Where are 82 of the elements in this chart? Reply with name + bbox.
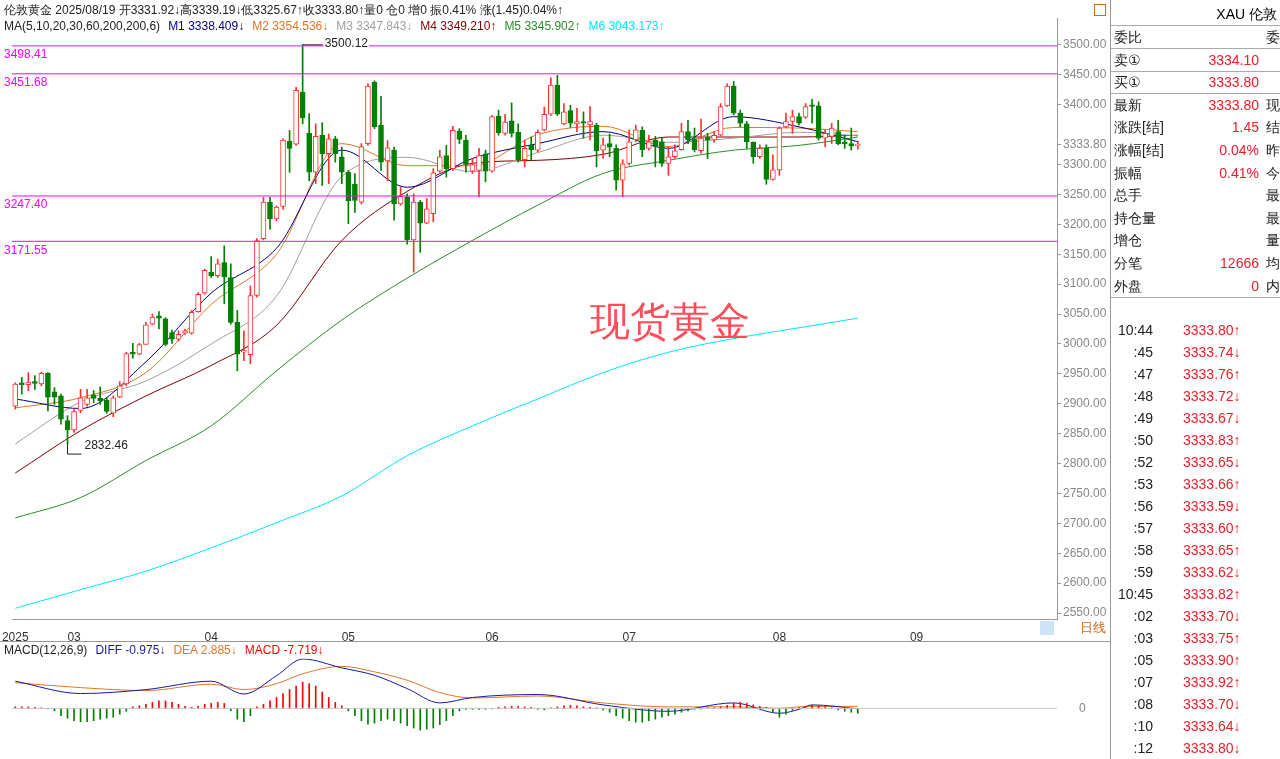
text: :58 3333.65↑ xyxy=(1133,542,1241,558)
text: 最新 3333.80 现 xyxy=(1114,96,1280,113)
x-tick-label: 03 xyxy=(67,629,82,644)
legend-title: MA(5,10,20,30,60,200,200,6) xyxy=(4,19,161,33)
text: M6 3043.173↑ xyxy=(588,19,665,33)
text: 外盘 0 内 xyxy=(1114,277,1280,294)
x-tick-label: 09 xyxy=(909,629,924,644)
y-tick-label: 2800.00 xyxy=(1063,455,1107,470)
text: M4 3349.210↑ xyxy=(420,19,497,33)
text: 振幅 0.41% 今 xyxy=(1114,164,1280,181)
text: 总手 最 xyxy=(1114,187,1280,204)
annotation: 现货黄金 xyxy=(590,297,751,344)
text: :47 3333.76↑ xyxy=(1133,366,1241,382)
text: :08 3333.70↓ xyxy=(1133,696,1241,712)
text: 0 xyxy=(1079,700,1086,715)
y-tick-label: 2850.00 xyxy=(1063,425,1107,440)
text: 买① 3333.80 xyxy=(1114,74,1259,91)
text: 增仓 量 xyxy=(1114,232,1280,249)
text: :52 3333.65↓ xyxy=(1133,454,1241,470)
text: :50 3333.83↑ xyxy=(1133,432,1241,448)
x-tick-label: 04 xyxy=(204,629,219,644)
ref-line-label: 3498.41 xyxy=(4,47,48,62)
y-tick-label: 2650.00 xyxy=(1063,545,1107,560)
y-tick-label: 2750.00 xyxy=(1063,485,1107,500)
text: 分笔 12666 均 xyxy=(1114,255,1280,271)
x-tick-label: 2025 xyxy=(1,629,29,644)
text: M2 3354.536↓ xyxy=(252,19,329,33)
x-tick-label: 06 xyxy=(485,629,500,644)
text: :57 3333.60↑ xyxy=(1133,520,1241,536)
text: :10 3333.64↓ xyxy=(1133,718,1241,734)
text: DEA 2.885↓ xyxy=(173,643,237,657)
chart-title: 伦敦黄金 2025/08/19 开3331.92↓高3339.19↓低3325.67↑收3333.80↑量0 仓0 增0 振0.41% 涨(1.45)0.04%↑ xyxy=(4,2,563,19)
y-tick-label: 2700.00 xyxy=(1063,515,1107,530)
text: :07 3333.92↑ xyxy=(1133,674,1241,690)
y-tick-label: 2900.00 xyxy=(1063,396,1107,411)
text: :12 3333.80↓ xyxy=(1133,740,1241,756)
text: 10:45 3333.82↑ xyxy=(1117,586,1241,602)
ref-line-label: 3171.55 xyxy=(4,242,48,257)
text: DIFF -0.975↓ xyxy=(95,643,166,657)
y-tick-label: 3150.00 xyxy=(1063,246,1107,261)
text: 卖① 3334.10 xyxy=(1114,51,1259,68)
text: :53 3333.66↑ xyxy=(1133,476,1241,492)
y-tick-label: 3250.00 xyxy=(1063,186,1107,201)
text: 10:44 3333.80↑ xyxy=(1117,322,1241,338)
y-tick-label: 3500.00 xyxy=(1063,37,1107,52)
text: M1 3338.409↓ xyxy=(168,19,245,33)
y-tick-label: 3000.00 xyxy=(1063,336,1107,351)
x-tick-label: 08 xyxy=(772,629,787,644)
y-tick-label: 3200.00 xyxy=(1063,216,1107,231)
x-tick-label: 07 xyxy=(622,629,637,644)
x-tick-label: 05 xyxy=(341,629,356,644)
text: 日线 xyxy=(1080,619,1106,635)
y-tick-label: 3300.00 xyxy=(1063,156,1107,171)
text: :59 3333.62↓ xyxy=(1133,564,1241,580)
y-tick-label: 3100.00 xyxy=(1063,276,1107,291)
annotation: 2832.46 xyxy=(84,438,129,453)
y-tick-label: 3333.80 xyxy=(1063,136,1107,151)
text: :49 3333.67↓ xyxy=(1133,410,1241,426)
text: :05 3333.90↑ xyxy=(1133,652,1241,668)
ref-line-label: 3451.68 xyxy=(4,75,48,90)
text: :02 3333.70↓ xyxy=(1133,608,1241,624)
text: 委比 委 xyxy=(1114,29,1280,45)
y-tick-label: 2950.00 xyxy=(1063,366,1107,381)
text: 涨幅[结] 0.04% 昨 xyxy=(1114,142,1280,158)
y-tick-label: 2600.00 xyxy=(1063,575,1107,590)
y-tick-label: 3050.00 xyxy=(1063,306,1107,321)
text: M3 3347.843↓ xyxy=(336,19,413,33)
text: :48 3333.72↓ xyxy=(1133,388,1241,404)
annotation: 3500.12 xyxy=(324,36,369,51)
text: 涨跌[结] 1.45 结 xyxy=(1114,119,1280,136)
y-tick-label: 3450.00 xyxy=(1063,67,1107,82)
text: XAU 伦敦 xyxy=(1216,6,1277,22)
text: :03 3333.75↑ xyxy=(1133,630,1241,646)
text: M5 3345.902↑ xyxy=(504,19,581,33)
text: MACD -7.719↓ xyxy=(244,643,324,657)
text: :56 3333.59↓ xyxy=(1133,498,1241,514)
text: 持仓量 最 xyxy=(1114,209,1280,226)
ref-line-label: 3247.40 xyxy=(4,197,48,212)
text: :45 3333.74↓ xyxy=(1133,344,1241,360)
legend-title: MACD(12,26,9) xyxy=(4,643,88,657)
y-tick-label: 2550.00 xyxy=(1063,605,1107,620)
y-tick-label: 3400.00 xyxy=(1063,97,1107,112)
